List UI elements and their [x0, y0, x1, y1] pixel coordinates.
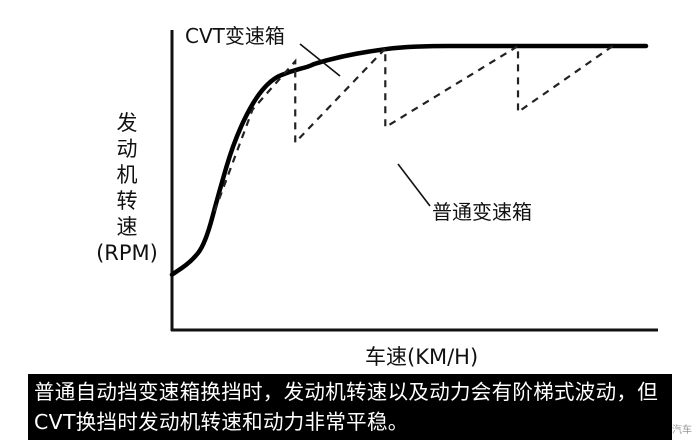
- series-cvt-line: [169, 43, 649, 277]
- y-axis-label-char: 发: [116, 111, 138, 135]
- series-normal-line: [213, 44, 614, 212]
- y-axis-label: 发动机转速 (RPM): [92, 110, 162, 266]
- y-axis-label-char: 动: [116, 137, 138, 161]
- x-axis-label: 车速(KM/H): [365, 345, 479, 369]
- caption-text: 普通自动挡变速箱换挡时，发动机转速以及动力会有阶梯式波动，但CVT换挡时发动机转…: [28, 374, 672, 440]
- y-axis-label-char: 转: [116, 189, 138, 213]
- chart-series: [169, 43, 649, 277]
- watermark: 汽车: [672, 425, 692, 436]
- y-axis-label-char: 机: [116, 163, 138, 187]
- normal-series-label: 普通变速箱: [432, 200, 532, 224]
- cvt-label-leader: [299, 43, 341, 77]
- annotation-leaders: [299, 43, 431, 207]
- y-axis-label-char: (RPM): [96, 241, 158, 265]
- y-axis-label-char: 速: [116, 215, 138, 239]
- normal-label-leader: [397, 163, 431, 207]
- cvt-series-label: CVT变速箱: [185, 24, 285, 48]
- chart-axes: [170, 30, 658, 332]
